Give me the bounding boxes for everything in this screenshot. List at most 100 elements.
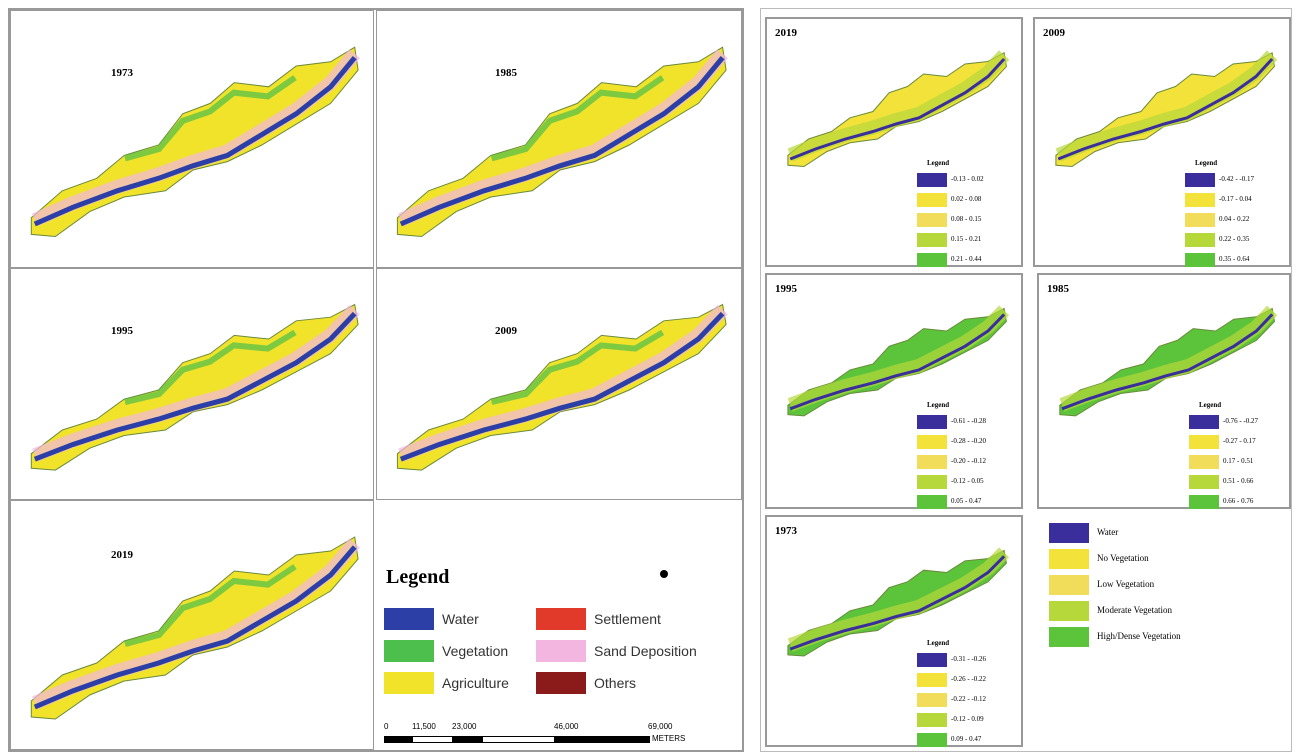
scale-tick-label: 11,500 [412, 722, 436, 731]
class-swatch [1049, 575, 1089, 595]
lulc-map: 1995 [10, 268, 374, 500]
sand-band [1059, 305, 1278, 412]
class-label: No Vegetation [1097, 553, 1149, 563]
lulc-map: 1985 [376, 10, 742, 268]
class-label: Low Vegetation [1097, 579, 1155, 589]
sand-band [398, 49, 728, 227]
map-svg [1055, 50, 1278, 168]
legend-swatch [536, 672, 586, 694]
map-year: 1973 [775, 525, 797, 537]
vegetation-patch [124, 75, 297, 162]
sand-band [398, 304, 728, 462]
range-swatch [1185, 233, 1215, 247]
river [399, 56, 725, 227]
range-label: 0.35 - 0.64 [1219, 255, 1250, 263]
land [396, 46, 727, 238]
range-label: -0.12 - 0.09 [951, 715, 984, 723]
map-svg [1059, 305, 1278, 417]
vegetation-patch [124, 329, 297, 406]
river [789, 555, 1006, 651]
legend-swatch [384, 672, 434, 694]
range-swatch [917, 415, 947, 429]
scale-bar [554, 736, 650, 743]
legend-title: Legend [927, 159, 950, 167]
range-label: -0.76 - -0.27 [1223, 417, 1258, 425]
scale-bar [482, 736, 556, 743]
scale-tick-label: 23,000 [452, 722, 477, 731]
river [33, 545, 357, 710]
map-svg [396, 46, 728, 238]
sand-band [1055, 50, 1278, 162]
map-year: 2009 [495, 325, 517, 337]
range-swatch [917, 653, 947, 667]
map-svg [30, 303, 360, 471]
legend-swatch [536, 608, 586, 630]
range-label: 0.21 - 0.44 [951, 255, 982, 263]
range-swatch [917, 455, 947, 469]
range-swatch [917, 673, 947, 687]
scale-tick-label: 46,000 [554, 722, 579, 731]
lulc-map: 1973 [10, 10, 374, 268]
map-svg [787, 547, 1010, 657]
land [30, 536, 359, 720]
range-label: -0.12 - 0.05 [951, 477, 984, 485]
legend-title: Legend [1199, 401, 1222, 409]
lulc-legend: Legend Water Settlement Vegetation Sand Depo… [376, 500, 742, 750]
ndvi-map: 2009 Legend -0.42 - -0.17 -0.17 - 0.04 0.04 … [1033, 17, 1291, 267]
vegetation-patch [490, 329, 665, 406]
legend-swatch [536, 640, 586, 662]
range-swatch [1185, 173, 1215, 187]
lulc-panel: 1973 1985 1995 2009 2019 Legend Water Settlemen… [8, 8, 744, 752]
map-svg [30, 536, 361, 720]
legend-swatch [384, 608, 434, 630]
sand-band [31, 49, 361, 227]
map-svg [30, 46, 361, 238]
river [399, 311, 725, 462]
legend-label: Agriculture [442, 675, 509, 691]
range-swatch [917, 475, 947, 489]
legend-label: Sand Deposition [594, 643, 697, 659]
river [1061, 313, 1274, 411]
range-swatch [917, 713, 947, 727]
vegetation-patch [490, 75, 665, 162]
map-year: 1995 [775, 283, 797, 295]
scale-unit: METERS [652, 734, 686, 743]
range-swatch [1189, 495, 1219, 509]
range-swatch [917, 253, 947, 267]
range-swatch [1185, 253, 1215, 267]
range-swatch [917, 173, 947, 187]
class-swatch [1049, 523, 1089, 543]
river [1057, 57, 1274, 161]
range-swatch [1189, 435, 1219, 449]
legend-title: Legend [386, 566, 450, 588]
legend-label: Others [594, 675, 637, 691]
sand-band [787, 547, 1010, 652]
range-swatch [917, 193, 947, 207]
range-label: -0.61 - -0.28 [951, 417, 986, 425]
range-label: 0.04 - 0.22 [1219, 215, 1250, 223]
scale-bar [384, 736, 414, 743]
range-label: -0.17 - 0.04 [1219, 195, 1252, 203]
scale-tick-label: 69,000 [648, 722, 673, 731]
range-label: -0.31 - -0.26 [951, 655, 986, 663]
range-label: -0.42 - -0.17 [1219, 175, 1254, 183]
legend-dot [660, 570, 668, 578]
sand-band [787, 305, 1010, 412]
map-svg [787, 305, 1010, 417]
river [789, 313, 1006, 411]
legend-label: Settlement [594, 611, 661, 627]
range-swatch [917, 233, 947, 247]
legend-swatch [384, 640, 434, 662]
map-year: 2019 [775, 27, 797, 39]
class-label: Water [1097, 527, 1119, 537]
range-label: -0.13 - 0.02 [951, 175, 984, 183]
class-swatch [1049, 549, 1089, 569]
river [33, 311, 357, 462]
lulc-map: 2019 [10, 500, 374, 750]
range-label: 0.02 - 0.08 [951, 195, 982, 203]
ndvi-panel: 2019 Legend -0.13 - 0.02 0.02 - 0.08 0.08 - … [760, 8, 1292, 752]
legend-title: Legend [927, 639, 950, 647]
range-label: -0.28 - -0.20 [951, 437, 986, 445]
class-label: High/Dense Vegetation [1097, 631, 1181, 641]
